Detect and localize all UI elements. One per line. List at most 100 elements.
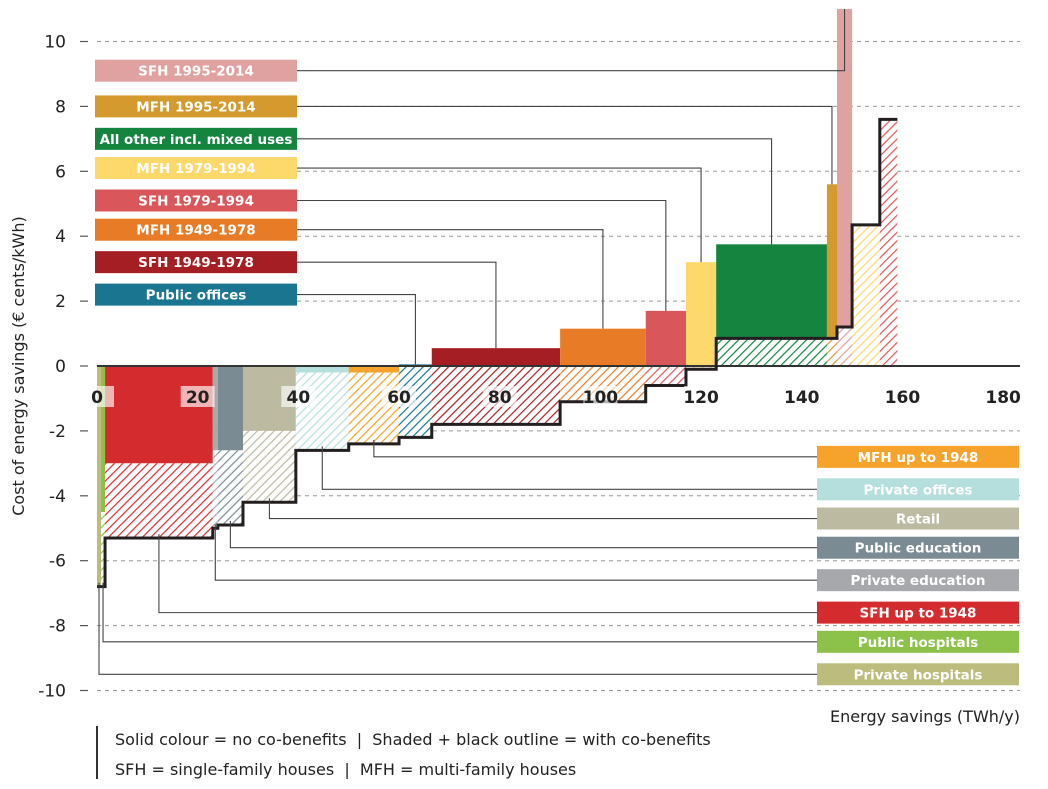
note-abbrev-line: SFH = single-family houses | MFH = multi… [115,760,576,779]
label-box [95,251,297,274]
x-axis-label: Energy savings (TWh/y) [830,707,1020,726]
x-tick-labels: 0 20 40 60 80 100 120 140 160 180 [80,386,1021,408]
solid-bar [212,366,218,451]
category-label: MFH 1995-2014 [136,99,255,115]
label-box [817,478,1019,501]
x-tick-label: 140 [784,388,820,408]
x-tick-backdrop [482,386,517,407]
leader-line [158,533,817,614]
solid-bar [101,366,106,513]
hatched-bar [716,338,827,366]
x-tick-backdrop [180,386,215,407]
leader-line [229,521,817,549]
label-box [95,95,297,118]
category-label: Private hospitals [854,667,983,683]
hatched-bar [101,512,106,587]
x-tick-backdrop [684,386,719,407]
hatched-bar [879,119,898,366]
solid-bar [685,262,717,366]
category-label: SFH up to 1948 [860,606,977,622]
solid-bar [431,348,561,366]
category-label: Retail [896,512,940,528]
category-label: MFH up to 1948 [858,450,979,466]
hatched-bar [852,224,880,366]
solid-bar [645,310,686,366]
leader-lines [98,9,846,675]
category-labels: Private hospitals Public hospitals SFH up … [95,59,1019,686]
label-box [95,189,297,212]
category-label: SFH 1949-1978 [138,255,254,271]
hatched-bar [217,450,243,526]
hatched-bar [836,327,853,366]
label-box [95,127,297,150]
category-label: Private offices [864,482,973,498]
y-tick-labels: 10 8 6 4 2 0 -2 -4 -6 -8 -10 [38,33,88,702]
solid-bar [348,366,400,373]
x-tick-label: 0 [91,388,103,408]
solid-bar [826,184,837,366]
category-label: Public offices [146,288,247,304]
x-tick-backdrop [80,386,114,407]
x-tick-backdrop [986,386,1021,407]
leader-line [297,199,667,311]
x-tick-label: 180 [985,388,1021,408]
y-tick-label: 4 [55,227,66,247]
leader-line [297,105,833,185]
hatched-bar [212,450,218,529]
category-label: All other incl. mixed uses [100,132,293,148]
label-box [817,569,1019,592]
leader-line [297,294,416,365]
x-tick-label: 60 [387,388,411,408]
hatched-bar [242,430,296,503]
solid-bar [97,366,102,587]
leader-line [297,229,604,329]
solid-bar [836,9,853,367]
y-tick-label: 8 [55,97,66,117]
x-tick-label: 80 [488,388,512,408]
y-tick-label: -10 [38,682,66,702]
y-tick-label: -4 [49,487,66,507]
hatched-bar [348,372,400,444]
solid-bar [217,366,243,451]
leader-line [321,446,817,490]
label-box [95,283,297,306]
leader-line [297,167,702,263]
x-tick-label: 120 [683,388,719,408]
y-tick-label: -8 [49,617,66,637]
label-box [817,445,1019,468]
category-label: SFH 1979-1994 [138,194,254,210]
category-label: Private education [851,573,986,589]
leader-line [297,9,846,72]
label-box [817,630,1019,653]
solid-bar [295,366,349,373]
hatched-bar [105,463,213,538]
label-box [95,218,297,241]
hatched-bar [685,366,717,370]
hatched-bar [826,338,837,366]
label-box [817,663,1019,686]
x-tick-backdrop [583,386,618,407]
y-tick-label: 0 [55,357,66,377]
solid-bar [560,328,646,366]
x-tick-label: 40 [287,388,311,408]
category-label: Public hospitals [858,635,979,651]
y-tick-label: 2 [55,292,66,312]
leader-line [98,582,817,675]
category-label: Public education [855,541,982,557]
label-box [817,536,1019,559]
x-tick-label: 160 [885,388,921,408]
x-tick-label: 100 [583,388,619,408]
y-tick-label: -6 [49,552,66,572]
leader-line [373,439,817,458]
note-legend-line: Solid colour = no co-benefits | Shaded +… [115,730,711,749]
x-tick-backdrop [885,386,920,407]
x-tick-backdrop [281,386,316,407]
y-axis-label: Cost of energy savings (€ cents/kWh) [9,216,28,516]
x-tick-backdrop [382,386,417,407]
category-label: SFH 1995-2014 [138,64,254,80]
leader-line [214,524,817,581]
category-label: MFH 1949-1978 [136,223,255,239]
solid-bar [105,366,213,464]
y-tick-label: 6 [55,162,66,182]
